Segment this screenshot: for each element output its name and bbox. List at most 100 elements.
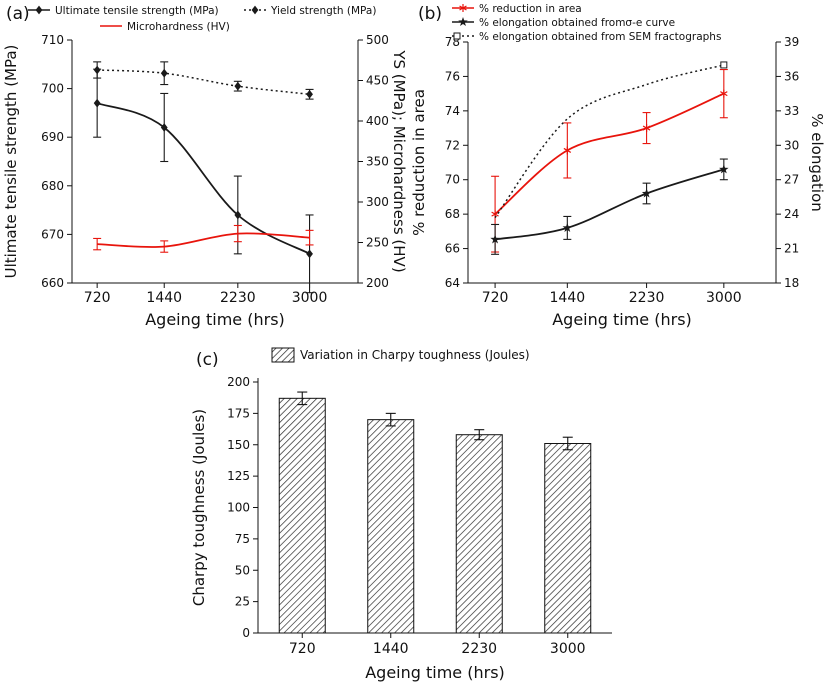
open-square-marker xyxy=(453,32,461,40)
diamond-marker xyxy=(234,81,242,91)
axis-tick-label: 70 xyxy=(445,173,460,187)
y-axis-title: Charpy toughness (Joules) xyxy=(190,409,208,606)
axis-tick-label: 3000 xyxy=(292,290,328,306)
y-axis-right-title: % elongation xyxy=(808,113,824,212)
bar-720 xyxy=(278,397,326,634)
axis-tick-label: 660 xyxy=(41,276,64,290)
star-marker xyxy=(490,234,500,244)
axis-tick-label: 200 xyxy=(366,276,389,290)
series-yield-strength-mpa xyxy=(93,61,314,100)
axis-tick-label: 200 xyxy=(227,375,250,389)
open-square-marker xyxy=(720,61,728,69)
axis-tick-label: 1440 xyxy=(373,641,409,657)
legend-label: Yield strength (MPa) xyxy=(270,5,376,17)
star-marker xyxy=(458,17,468,27)
legend-label: Microhardness (HV) xyxy=(127,21,230,33)
axis-tick-label: 2230 xyxy=(629,290,665,306)
axis-tick-label: 33 xyxy=(784,104,799,118)
axis-tick-label: 0 xyxy=(242,626,250,640)
axes: 660 670 680 690 700 710 200 250 300 350 400 450 500 7… xyxy=(41,33,389,306)
legend-entry-microhardness-hv: Microhardness (HV) xyxy=(100,21,230,33)
diamond-marker xyxy=(93,65,101,75)
axis-tick-label: 25 xyxy=(235,595,250,609)
diamond-marker xyxy=(160,68,168,78)
series-reduction-in-area xyxy=(491,68,728,253)
legend-label: Ultimate tensile strength (MPa) xyxy=(55,5,219,17)
panel-a-label: (a) xyxy=(6,4,30,24)
panel-c-label: (c) xyxy=(196,350,219,370)
x-axis-title: Ageing time (hrs) xyxy=(365,663,505,682)
y-axis-left-title: % reduction in area xyxy=(410,89,428,236)
axis-tick-label: 39 xyxy=(784,35,799,49)
x-axis-title: Ageing time (hrs) xyxy=(145,310,285,329)
axis-tick-label: 64 xyxy=(445,276,460,290)
bar-2230 xyxy=(455,434,503,634)
axis-tick-label: 250 xyxy=(366,236,389,250)
bar-3000 xyxy=(544,442,592,634)
legend-entry-reduction-in-area: % reduction in area xyxy=(452,3,582,15)
axis-tick-label: 680 xyxy=(41,179,64,193)
panel-b: (b) 64 66 68 70 72 74 76 78 18 21 24 27 30 33 36 39 720 1… xyxy=(410,0,824,335)
bar-1440 xyxy=(367,419,415,634)
axis-tick-label: 2230 xyxy=(220,290,256,306)
axis-tick-label: 18 xyxy=(784,276,799,290)
legend-label: Variation in Charpy toughness (Joules) xyxy=(300,348,530,362)
axis-tick-label: 175 xyxy=(227,406,250,420)
legend-entry-elongation-obtained-from-sem-fractographs: % elongation obtained from SEM fractogra… xyxy=(452,31,721,43)
axis-tick-label: 1440 xyxy=(146,290,182,306)
legend-entry-variation-in-charpy-toughness-joules: Variation in Charpy toughness (Joules) xyxy=(271,347,530,363)
axes: 0 25 50 75 100 125 150 175 200 720 1440 2230 3000 xyxy=(227,375,612,657)
diamond-marker xyxy=(306,249,313,259)
legend-entry-elongation-obtained-from-e-curve: % elongation obtained fromσ-e curve xyxy=(452,17,675,29)
axis-tick-label: 3000 xyxy=(706,290,742,306)
legend-label: % elongation obtained fromσ-e curve xyxy=(479,17,675,29)
star-marker xyxy=(641,188,652,198)
diamond-marker xyxy=(234,210,242,220)
axis-tick-label: 72 xyxy=(445,138,460,152)
series-elongation-obtained-from-e-curve xyxy=(490,158,729,255)
axis-tick-label: 66 xyxy=(445,242,460,256)
axis-tick-label: 74 xyxy=(445,104,460,118)
diamond-marker xyxy=(251,5,259,15)
axis-tick-label: 720 xyxy=(84,290,111,306)
axis-tick-label: 100 xyxy=(227,501,250,515)
series-ultimate-tensile-strength-mpa xyxy=(93,68,314,294)
chart-a: 660 670 680 690 700 710 200 250 300 350 400 450 500 7… xyxy=(2,5,408,329)
axis-tick-label: 68 xyxy=(445,207,460,221)
axis-tick-label: 690 xyxy=(41,130,64,144)
axis-tick-label: 21 xyxy=(784,242,799,256)
axis-tick-label: 36 xyxy=(784,69,799,83)
panel-a: (a) 660 670 680 690 700 710 200 250 300 350 400 450… xyxy=(0,0,410,335)
panel-c: (c) 0 25 50 75 100 125 150 175 200 720 1440 2230 300… xyxy=(160,340,680,697)
axis-tick-label: 30 xyxy=(784,138,799,152)
diamond-marker xyxy=(160,123,168,132)
axis-tick-label: 3000 xyxy=(550,641,586,657)
axis-tick-label: 125 xyxy=(227,469,250,483)
x-axis-title: Ageing time (hrs) xyxy=(552,310,692,329)
axis-tick-label: 670 xyxy=(41,227,64,241)
panel-b-label: (b) xyxy=(418,4,443,24)
diamond-marker xyxy=(306,89,313,99)
y-axis-right-title: YS (MPa); Microhardness (HV) xyxy=(390,49,408,272)
star-marker xyxy=(562,222,573,232)
axis-tick-label: 700 xyxy=(41,82,64,96)
axis-tick-label: 710 xyxy=(41,33,64,47)
axis-tick-label: 50 xyxy=(235,563,250,577)
legend-label: % elongation obtained from SEM fractogra… xyxy=(479,31,721,43)
axis-tick-label: 400 xyxy=(366,114,389,128)
diamond-marker xyxy=(93,98,101,108)
axis-tick-label: 150 xyxy=(227,438,250,452)
axis-tick-label: 720 xyxy=(482,290,509,306)
legend-entry-yield-strength-mpa: Yield strength (MPa) xyxy=(244,5,376,17)
axis-tick-label: 2230 xyxy=(461,641,497,657)
legend-entry-ultimate-tensile-strength-mpa: Ultimate tensile strength (MPa) xyxy=(28,5,219,17)
axis-tick-label: 720 xyxy=(289,641,316,657)
axis-tick-label: 300 xyxy=(366,195,389,209)
axis-tick-label: 27 xyxy=(784,173,799,187)
series-microhardness-hv xyxy=(93,224,314,253)
legend-label: % reduction in area xyxy=(479,3,582,15)
diamond-marker xyxy=(35,5,43,15)
